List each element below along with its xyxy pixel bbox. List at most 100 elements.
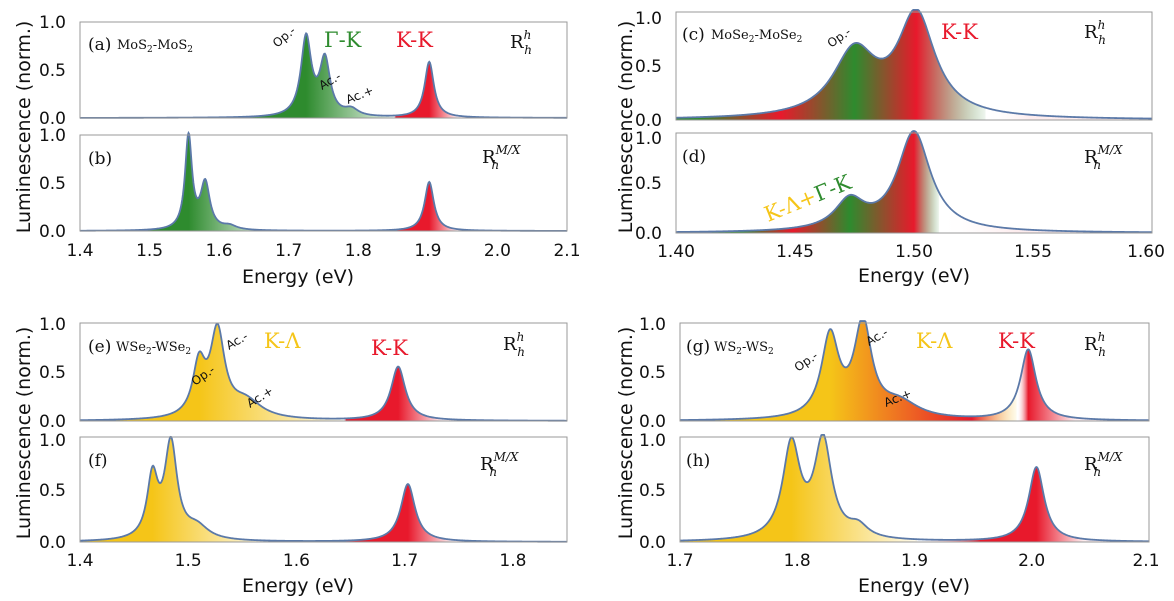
peak-label-k-lambda: K-Λ [916,329,953,353]
panel-c-stacking: Rh h [1084,18,1106,47]
x-tick: 1.45 [776,242,814,262]
panel-b-label: (b) [88,149,112,169]
x-tick: 1.40 [657,242,695,262]
panel-d-frame [675,132,1153,234]
y-tick: 0.5 [39,363,66,383]
panel-e-label: (e) [88,337,111,357]
group-mose2: 0.0 0.5 1.0 0.0 0.5 1.0 1.40 1.45 1.50 1… [615,8,1165,287]
panel-d-label: (d) [682,147,706,167]
y-axis-label: Luminescence (norm.) [615,327,637,540]
spectrum-line-c [675,8,1153,120]
y-tick: 0.0 [635,224,662,244]
panel-a-frame [79,21,568,119]
group-wse2: 0.0 0.5 1.0 0.0 0.5 1.0 1.4 1.5 1.6 1.7 … [13,315,568,597]
group-mos2: 0.0 0.5 1.0 0.0 0.5 1.0 1.4 1.5 1.6 1.7 … [13,13,581,288]
spectrum-fill-d [676,131,1152,233]
x-tick: 1.5 [136,241,163,261]
x-tick: 1.5 [175,551,202,571]
peak-label-gamma-k: Γ-K [324,28,362,52]
y-tick: 1.0 [635,129,662,149]
y-tick: 0.5 [635,57,662,77]
x-tick: 1.7 [275,241,302,261]
panel-e-frame [79,322,568,422]
spectrum-line-h [679,434,1149,543]
panel-g-plot [680,320,1149,422]
x-tick: 1.9 [901,551,928,571]
spectrum-line-g [680,320,1149,422]
annotation-op-minus: Op.- [270,23,298,50]
x-tick: 1.8 [784,551,811,571]
panel-a-stacking: Rh h [510,28,532,57]
spectrum-fill-h [680,434,1149,542]
annotation-op-minus: Op.- [792,349,821,375]
y-tick: 0.5 [639,481,666,501]
y-tick: 0.0 [39,533,66,553]
x-tick: 1.60 [1127,242,1165,262]
x-axis-label: Energy (eV) [858,575,970,597]
y-tick: 0.0 [635,111,662,131]
panel-a-label: (a) [88,35,111,55]
spectrum-fill-c [676,9,1152,121]
spectrum-line-e [79,322,567,422]
panel-b-stacking: RM/X h [482,143,521,172]
y-tick: 0.5 [39,61,66,81]
peak-label-k-k: K-K [396,28,433,52]
panel-f-plot [79,435,567,543]
y-axis-label: Luminescence (norm.) [13,327,35,540]
group-ws2: 0.0 0.5 1.0 0.0 0.5 1.0 1.7 1.8 1.9 2.0 … [615,315,1160,597]
panel-h-frame [679,436,1150,543]
panel-f-stacking: RM/X h [480,450,519,479]
x-axis-label: Energy (eV) [858,265,970,287]
y-tick: 1.0 [639,315,666,335]
panel-e-stack: WSe2-WSe2 [116,340,191,357]
panel-c-plot [675,8,1153,121]
panel-h-label: (h) [686,451,710,471]
y-tick: 0.5 [635,174,662,194]
panel-g-stack: WS2-WS2 [714,340,774,357]
spectrum-fill-e [80,323,567,421]
panel-a-stack: MoS2-MoS2 [117,38,193,55]
y-tick: 1.0 [39,13,66,33]
spectrum-line-f [79,435,567,543]
panel-e-stacking: Rh h [503,330,525,359]
panel-d-plot [675,130,1152,234]
y-tick: 0.5 [39,481,66,501]
x-tick: 1.55 [1014,242,1052,262]
x-axis-label: Energy (eV) [242,266,354,288]
spectrum-fill-a [80,33,567,118]
spectrum-fill-f [80,436,567,542]
x-tick: 2.0 [1018,551,1045,571]
panel-c-stack: MoSe2-MoSe2 [711,28,802,45]
x-tick: 1.8 [499,551,526,571]
panel-b-frame [79,134,568,232]
y-tick: 1.0 [639,431,666,451]
panel-d-stacking: RM/X h [1084,143,1123,172]
spectrum-fill-b [80,133,567,231]
panel-c-frame [675,11,1153,121]
panel-f-frame [79,436,568,543]
panel-h-stacking: RM/X h [1084,450,1123,479]
y-tick: 1.0 [39,431,66,451]
peak-label-k-k: K-K [998,329,1035,353]
y-tick: 0.0 [639,412,666,432]
y-axis-label: Luminescence (norm.) [13,21,35,234]
spectrum-fill-g [680,321,1149,421]
y-tick: 0.5 [639,363,666,383]
y-tick: 0.0 [639,533,666,553]
x-tick: 1.6 [206,241,233,261]
x-tick: 1.9 [414,241,441,261]
y-tick: 0.5 [39,174,66,194]
panel-e-plot [79,322,567,422]
x-tick: 2.1 [1132,551,1159,571]
peak-label-k-k: K-K [941,20,978,44]
x-axis-label: Energy (eV) [242,575,354,597]
panel-c-label: (c) [682,25,705,45]
x-tick: 2.1 [553,241,580,261]
y-tick: 0.0 [39,222,66,242]
x-tick: 2.0 [484,241,511,261]
spectrum-line-d [675,130,1152,234]
x-tick: 1.6 [283,551,310,571]
y-axis-label: Luminescence (norm.) [615,21,637,234]
y-tick: 1.0 [39,126,66,146]
panel-g-stacking: Rh h [1084,330,1106,359]
